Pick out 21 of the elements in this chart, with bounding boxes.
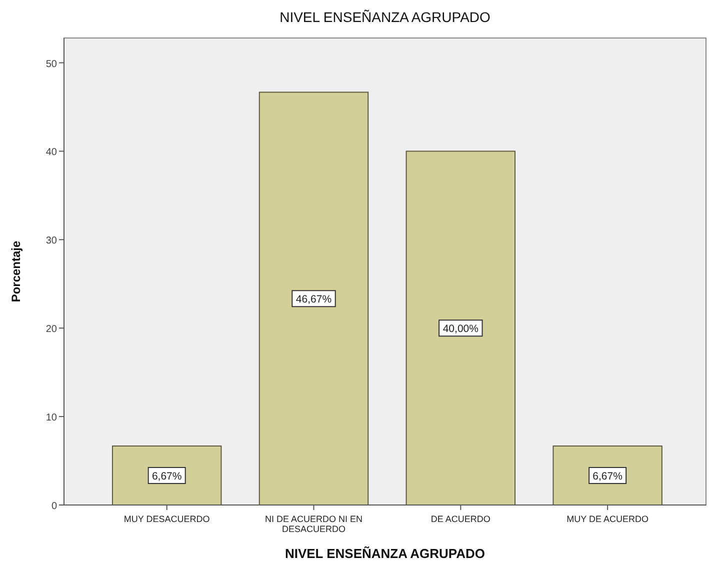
x-tick-label: DE ACUERDO — [430, 514, 490, 524]
y-tick-label: 30 — [46, 236, 58, 247]
x-axis-title: NIVEL ENSEÑANZA AGRUPADO — [284, 546, 486, 561]
y-tick-label: 20 — [46, 324, 58, 336]
data-label: 40,00% — [442, 323, 478, 336]
bar — [552, 446, 662, 506]
chart-title: NIVEL ENSEÑANZA AGRUPADO — [280, 9, 491, 25]
y-tick-label: 0 — [51, 501, 58, 512]
y-axis-title: Porcentaje — [9, 240, 23, 302]
x-tick-label: NI DE ACUERDO NI EN DESACUERDO — [264, 514, 363, 534]
data-label: 46,67% — [296, 294, 332, 306]
y-tick-label: 10 — [46, 412, 58, 424]
bar — [258, 92, 369, 506]
bar — [406, 150, 516, 506]
y-tick-label: 50 — [46, 58, 58, 70]
bar — [112, 446, 222, 506]
x-tick-label: MUY DESACUERDO — [124, 514, 210, 524]
y-tick-label: 40 — [46, 147, 58, 158]
data-label: 6,67% — [592, 470, 622, 483]
x-tick-label: MUY DE ACUERDO — [566, 514, 648, 524]
data-label: 6,67% — [152, 470, 182, 483]
